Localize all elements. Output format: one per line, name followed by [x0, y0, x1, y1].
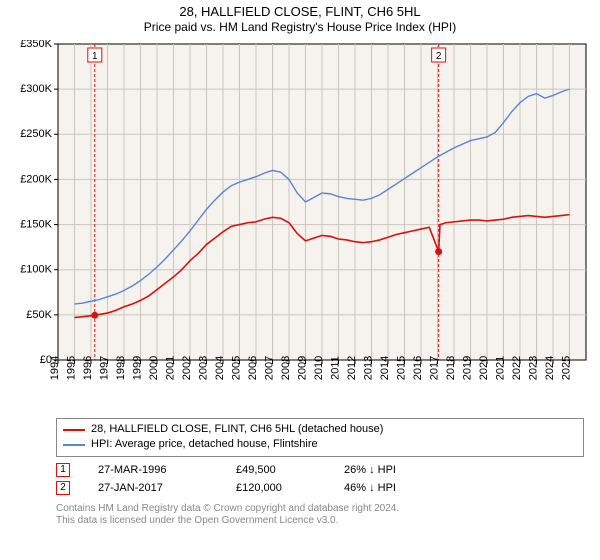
- transaction-hpi-diff: 46% ↓ HPI: [344, 482, 396, 494]
- legend-swatch: [63, 429, 85, 431]
- svg-text:£300K: £300K: [20, 83, 52, 95]
- svg-text:2012: 2012: [346, 356, 358, 380]
- svg-text:2024: 2024: [544, 356, 556, 380]
- svg-text:£200K: £200K: [20, 173, 52, 185]
- chart-container: 28, HALLFIELD CLOSE, FLINT, CH6 5HL Pric…: [0, 0, 600, 560]
- footer-line-2: This data is licensed under the Open Gov…: [56, 515, 584, 527]
- svg-text:1999: 1999: [132, 356, 144, 380]
- transaction-hpi-diff: 26% ↓ HPI: [344, 464, 396, 476]
- svg-text:£50K: £50K: [26, 309, 52, 321]
- svg-text:2007: 2007: [264, 356, 276, 380]
- legend: 28, HALLFIELD CLOSE, FLINT, CH6 5HL (det…: [56, 418, 584, 457]
- transaction-price: £49,500: [236, 464, 316, 476]
- svg-text:2006: 2006: [247, 356, 259, 380]
- svg-text:£150K: £150K: [20, 218, 52, 230]
- transaction-row: 2 27-JAN-2017 £120,000 46% ↓ HPI: [56, 481, 584, 495]
- svg-text:£250K: £250K: [20, 128, 52, 140]
- svg-text:2013: 2013: [363, 356, 375, 380]
- svg-text:2009: 2009: [297, 356, 309, 380]
- svg-text:2010: 2010: [313, 356, 325, 380]
- transaction-marker-icon: 1: [56, 463, 70, 477]
- legend-swatch: [63, 444, 85, 446]
- legend-item: 28, HALLFIELD CLOSE, FLINT, CH6 5HL (det…: [63, 422, 577, 437]
- svg-text:1994: 1994: [49, 356, 61, 380]
- svg-text:£100K: £100K: [20, 264, 52, 276]
- legend-item: HPI: Average price, detached house, Flin…: [63, 437, 577, 452]
- chart-plot-area: £0£50K£100K£150K£200K£250K£300K£350K1994…: [10, 40, 590, 410]
- svg-text:2003: 2003: [198, 356, 210, 380]
- svg-text:2002: 2002: [181, 356, 193, 380]
- transaction-row: 1 27-MAR-1996 £49,500 26% ↓ HPI: [56, 463, 584, 477]
- footer-line-1: Contains HM Land Registry data © Crown c…: [56, 503, 584, 515]
- svg-text:2021: 2021: [495, 356, 507, 380]
- svg-text:2019: 2019: [462, 356, 474, 380]
- svg-text:2008: 2008: [280, 356, 292, 380]
- svg-text:2014: 2014: [379, 356, 391, 380]
- svg-text:2015: 2015: [396, 356, 408, 380]
- svg-text:2023: 2023: [528, 356, 540, 380]
- svg-text:2022: 2022: [511, 356, 523, 380]
- svg-text:2001: 2001: [165, 356, 177, 380]
- legend-label: HPI: Average price, detached house, Flin…: [91, 437, 318, 452]
- transaction-table: 1 27-MAR-1996 £49,500 26% ↓ HPI 2 27-JAN-2017…: [56, 463, 584, 499]
- transaction-date: 27-MAR-1996: [98, 464, 208, 476]
- legend-label: 28, HALLFIELD CLOSE, FLINT, CH6 5HL (det…: [91, 422, 383, 437]
- svg-text:2: 2: [436, 51, 442, 62]
- chart-svg: £0£50K£100K£150K£200K£250K£300K£350K1994…: [10, 40, 590, 410]
- svg-text:2016: 2016: [412, 356, 424, 380]
- svg-text:2018: 2018: [445, 356, 457, 380]
- svg-text:1995: 1995: [66, 356, 78, 380]
- transaction-marker-icon: 2: [56, 481, 70, 495]
- svg-text:£350K: £350K: [20, 40, 52, 50]
- svg-text:2000: 2000: [148, 356, 160, 380]
- attribution-footer: Contains HM Land Registry data © Crown c…: [56, 503, 584, 527]
- svg-text:2025: 2025: [561, 356, 573, 380]
- svg-text:2020: 2020: [478, 356, 490, 380]
- chart-subtitle: Price paid vs. HM Land Registry's House …: [10, 20, 590, 34]
- transaction-date: 27-JAN-2017: [98, 482, 208, 494]
- svg-text:1: 1: [92, 51, 98, 62]
- svg-text:2004: 2004: [214, 356, 226, 380]
- svg-text:2005: 2005: [231, 356, 243, 380]
- svg-text:1997: 1997: [99, 356, 111, 380]
- transaction-price: £120,000: [236, 482, 316, 494]
- svg-text:1996: 1996: [82, 356, 94, 380]
- chart-title: 28, HALLFIELD CLOSE, FLINT, CH6 5HL: [10, 4, 590, 19]
- svg-text:1998: 1998: [115, 356, 127, 380]
